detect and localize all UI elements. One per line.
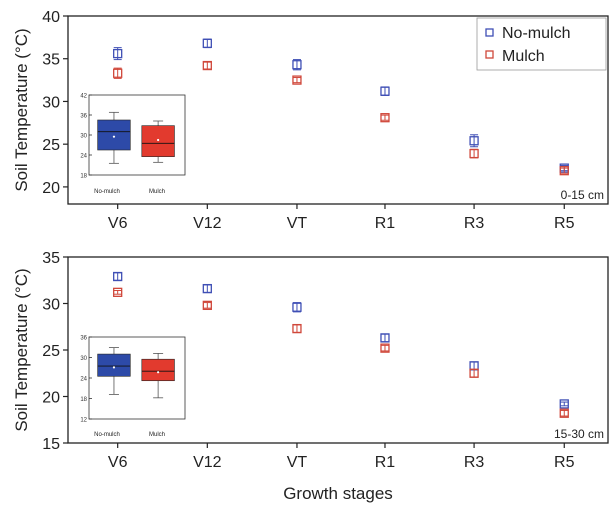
y-axis-label: Soil Temperature (°C) (12, 28, 31, 191)
inset-box-mulch (141, 358, 175, 382)
data-point-mulch (113, 68, 123, 78)
x-tick-label: R3 (464, 215, 485, 232)
inset-y-tick-label: 30 (80, 356, 87, 362)
inset-y-tick-label: 24 (80, 154, 87, 160)
legend-frame (476, 17, 607, 71)
data-point-no-mulch (202, 283, 212, 294)
inset-box-mulch (141, 125, 175, 157)
y-tick-label: 20 (42, 390, 60, 407)
data-point-mulch (559, 166, 569, 176)
data-point-no-mulch (292, 60, 302, 70)
inset-mean-marker (157, 371, 160, 374)
inset-box-no-mulch (97, 119, 131, 151)
x-tick-label: V6 (108, 215, 128, 232)
y-tick-label: 15 (42, 436, 60, 453)
inset-category-label: Mulch (149, 189, 165, 195)
x-tick-label: V12 (193, 215, 222, 232)
data-point-no-mulch (469, 136, 479, 146)
x-tick-label: VT (287, 454, 308, 471)
inset-category-label: No-mulch (94, 189, 120, 195)
y-tick-label: 30 (42, 297, 60, 314)
data-point-mulch (380, 343, 390, 353)
inset-y-tick-label: 24 (80, 377, 87, 383)
inset-boxplot: 12 18 24 30 36 No-mulch Mulch (80, 336, 186, 438)
depth-label: 0-15 cm (561, 188, 604, 202)
inset-y-tick-label: 30 (80, 134, 87, 140)
inset-category-label: Mulch (149, 432, 165, 438)
data-point-mulch (202, 300, 212, 311)
y-tick-label: 20 (42, 180, 60, 197)
panel-top-0-15cm: Soil Temperature (°C) 0-15 cm No-mulch M… (12, 9, 609, 232)
inset-y-tick-label: 12 (80, 418, 87, 424)
y-tick-label: 25 (42, 137, 60, 154)
x-tick-label: V12 (193, 454, 222, 471)
y-tick-label: 35 (42, 250, 60, 267)
legend-label-mulch: Mulch (502, 48, 545, 65)
inset-y-tick-label: 18 (80, 397, 87, 403)
legend-marker-mulch (485, 50, 494, 59)
inset-category-label: No-mulch (94, 432, 120, 438)
data-point-mulch (292, 323, 302, 334)
inset-y-tick-label: 36 (80, 114, 87, 120)
inset-mean-marker (157, 138, 160, 142)
inset-mean-marker (112, 366, 116, 369)
inset-box-no-mulch (97, 353, 131, 377)
inset-y-tick-label: 42 (80, 94, 87, 100)
data-point-mulch (469, 368, 479, 378)
legend-marker-no-mulch (485, 28, 494, 37)
data-point-mulch (469, 148, 479, 159)
data-point-no-mulch (113, 48, 123, 59)
data-point-mulch (113, 287, 123, 297)
data-point-no-mulch (292, 302, 302, 312)
y-tick-label: 35 (42, 52, 60, 69)
data-point-no-mulch (559, 399, 569, 409)
panel-bottom-15-30cm: Soil Temperature (°C) 15-30 cm Growth st… (12, 250, 609, 503)
x-tick-label: R5 (554, 454, 575, 471)
data-point-no-mulch (202, 38, 212, 48)
y-tick-label: 30 (42, 94, 60, 111)
x-tick-label: R1 (375, 454, 396, 471)
legend-label-no-mulch: No-mulch (502, 25, 570, 42)
data-point-no-mulch (113, 271, 123, 282)
x-tick-label: VT (287, 215, 308, 232)
inset-boxplot: 18 24 30 36 42 No-mulch Mulch (80, 94, 186, 195)
data-point-no-mulch (380, 86, 390, 96)
x-axis-label: Growth stages (283, 484, 393, 503)
inset-y-tick-label: 36 (80, 336, 87, 342)
data-point-mulch (202, 60, 212, 71)
data-point-mulch (559, 408, 569, 418)
x-tick-label: R3 (464, 454, 485, 471)
x-tick-label: R5 (554, 215, 575, 232)
data-point-mulch (292, 75, 302, 85)
data-point-mulch (380, 113, 390, 123)
y-axis-label: Soil Temperature (°C) (12, 268, 31, 431)
x-tick-label: R1 (375, 215, 396, 232)
y-tick-label: 40 (42, 9, 60, 26)
inset-mean-marker (112, 135, 116, 138)
legend: No-mulch Mulch (476, 17, 607, 71)
inset-y-tick-label: 18 (80, 174, 87, 180)
plot-frame (67, 15, 609, 205)
x-tick-label: V6 (108, 454, 128, 471)
y-tick-label: 25 (42, 343, 60, 360)
depth-label: 15-30 cm (554, 427, 604, 441)
data-point-no-mulch (380, 333, 390, 343)
